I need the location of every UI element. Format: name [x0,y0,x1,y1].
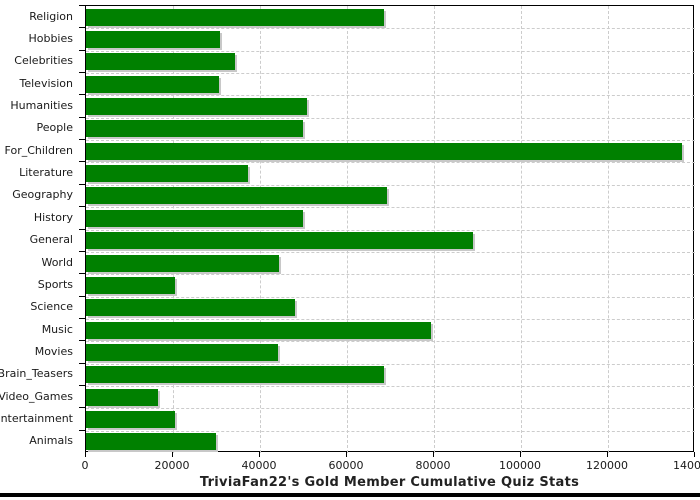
chart-title: TriviaFan22's Gold Member Cumulative Qui… [199,475,580,490]
bar-video_games [86,388,158,406]
y-axis-tick [79,139,85,141]
horizontal-gridline [86,117,695,119]
x-axis-tick [346,452,347,457]
y-tick-label: Entertainment [0,411,73,425]
horizontal-gridline [86,28,695,30]
y-axis-tick [79,161,85,163]
horizontal-gridline [86,408,695,410]
horizontal-gridline [86,162,695,164]
y-axis-tick [79,5,85,6]
x-axis-tick [607,452,608,457]
y-axis-tick [79,273,85,275]
horizontal-gridline [86,207,695,209]
y-axis-tick [79,362,85,364]
horizontal-gridline [86,318,695,320]
bar-religion [86,8,384,26]
y-tick-label: History [33,210,73,224]
x-axis-tick [259,452,260,457]
y-axis-tick [79,27,85,29]
y-tick-label: Animals [29,434,73,448]
x-axis-tick [520,452,521,457]
y-axis-tick [79,429,85,431]
horizontal-gridline [86,229,695,231]
bar-movies [86,343,278,361]
bar-world [86,254,279,272]
bar-literature [86,165,248,183]
y-tick-label: World [41,255,73,269]
bar-entertainment [86,410,175,428]
x-axis-tick [85,452,86,457]
x-axis-tick [694,452,695,457]
plot-area [85,5,695,453]
bar-brain_teasers [86,366,384,384]
bar-geography [86,187,387,205]
horizontal-gridline [86,73,695,75]
y-tick-label: Science [30,300,73,314]
bar-sports [86,276,175,294]
horizontal-gridline [86,296,695,298]
bar-science [86,299,295,317]
horizontal-gridline [86,385,695,387]
y-tick-label: Humanities [10,99,73,113]
y-tick-label: Religion [29,9,73,23]
horizontal-gridline [86,274,695,276]
bar-for_children [86,142,682,160]
y-axis-tick [79,295,85,297]
y-tick-label: Hobbies [28,32,73,46]
bar-humanities [86,98,307,116]
y-tick-label: Video_Games [0,389,73,403]
y-tick-label: Sports [37,277,73,291]
horizontal-gridline [86,184,695,186]
y-tick-label: Movies [34,344,73,358]
horizontal-gridline [86,140,695,142]
x-tick-label: 0 [81,459,89,472]
bar-television [86,75,219,93]
x-axis-tick [172,452,173,457]
y-tick-label: For_Children [4,143,73,157]
y-tick-label: Music [41,322,73,336]
y-tick-label: People [36,121,73,135]
window-bottom-edge [0,493,700,497]
y-axis-tick [79,228,85,230]
bar-general [86,232,473,250]
y-tick-label: Television [19,76,74,90]
x-tick-label: 60000 [328,459,364,472]
x-tick-label: 100000 [499,459,541,472]
y-tick-label: Geography [12,188,73,202]
bar-history [86,209,303,227]
x-tick-label: 120000 [586,459,628,472]
y-axis-tick [79,49,85,51]
y-tick-label: Brain_Teasers [0,367,73,381]
horizontal-gridline [86,341,695,343]
y-axis-tick [79,72,85,74]
y-axis-tick [79,116,85,118]
x-tick-label: 20000 [154,459,190,472]
y-tick-label: Celebrities [14,54,73,68]
horizontal-gridline [86,363,695,365]
x-tick-label: 40000 [241,459,277,472]
bar-hobbies [86,31,220,49]
bar-animals [86,433,216,451]
y-tick-label: General [29,233,73,247]
horizontal-gridline [86,95,695,97]
y-axis-tick [79,407,85,409]
y-axis-tick [79,317,85,319]
y-axis-tick [79,183,85,185]
bar-celebrities [86,53,235,71]
x-axis-tick [433,452,434,457]
y-axis-tick [79,340,85,342]
horizontal-gridline [86,430,695,432]
y-axis-tick [79,206,85,208]
x-tick-label: 80000 [415,459,451,472]
bar-people [86,120,303,138]
y-axis-tick [79,94,85,96]
y-axis-tick [79,250,85,252]
y-tick-label: Literature [19,166,73,180]
x-tick-label: 140000 [673,459,700,472]
horizontal-gridline [86,50,695,52]
y-axis-tick [79,384,85,386]
bar-music [86,321,431,339]
horizontal-gridline [86,251,695,253]
